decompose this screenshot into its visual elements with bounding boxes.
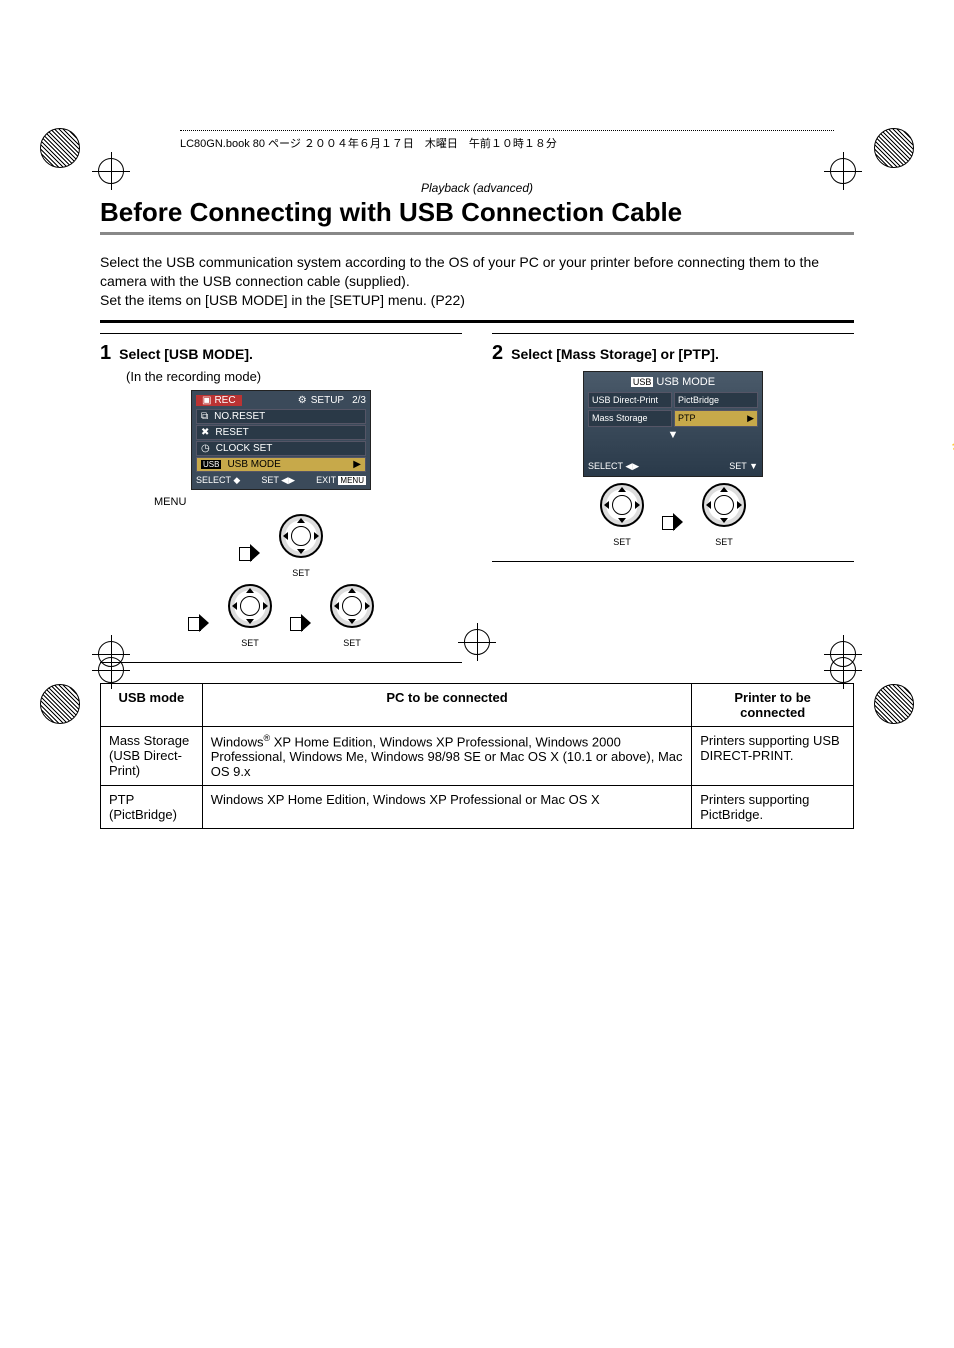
cell-text: XP Home Edition, Windows XP Professional…: [211, 734, 683, 779]
setup-tab-label: SETUP: [311, 395, 344, 406]
control-dial: ▦ ▦ WB± ⚡ SET: [228, 584, 272, 648]
table-cell: Mass Storage (USB Direct-Print): [101, 726, 203, 785]
select-hint: SELECT: [588, 461, 623, 471]
divider: [100, 333, 462, 334]
option-cell-selected: PTP ▶: [674, 410, 758, 427]
table-header: PC to be connected: [202, 683, 692, 726]
dial-label: SET: [600, 537, 644, 547]
menu-row: ◷ CLOCK SET: [196, 441, 366, 456]
step-number: 2: [492, 342, 503, 365]
step-title: Select [Mass Storage] or [PTP].: [511, 346, 719, 362]
title-underline: [100, 232, 854, 235]
clock-icon: ◷: [201, 443, 210, 454]
table-cell: Printers supporting PictBridge.: [692, 786, 854, 829]
page-indicator: 2/3: [352, 395, 366, 406]
menu-row-label: CLOCK SET: [216, 443, 273, 454]
control-dial: ▦ ▦ WB± ⚡ SET: [330, 584, 374, 648]
control-dial: ▦ ▦ WB± ⚡ SET: [279, 514, 323, 578]
menu-label: MENU: [154, 496, 462, 508]
table-row: Mass Storage (USB Direct-Print) Windows®…: [101, 726, 854, 785]
usb-icon: USB: [201, 460, 221, 469]
select-hint: SELECT: [196, 475, 231, 485]
dial-label: SET: [330, 638, 374, 648]
arrow-right-icon: [662, 513, 684, 531]
intro-paragraph: Set the items on [USB MODE] in the [SETU…: [100, 291, 854, 310]
print-header: LC80GN.book 80 ページ ２００４年６月１７日 木曜日 午前１０時１…: [180, 130, 834, 151]
menu-row-label: NO.RESET: [214, 411, 265, 422]
option-cell: Mass Storage: [588, 410, 672, 427]
step-title: Select [USB MODE].: [119, 346, 253, 362]
page-title: Before Connecting with USB Connection Ca…: [60, 197, 894, 228]
camera-icon: ▣: [202, 395, 211, 406]
cell-text: Windows: [211, 734, 264, 749]
cell-text: Mass Storage: [109, 733, 189, 748]
dial-label: SET: [228, 638, 272, 648]
table-cell: Printers supporting USB DIRECT-PRINT.: [692, 726, 854, 785]
menu-row-selected: USBUSB MODE▶: [196, 457, 366, 472]
exit-hint: EXIT: [316, 475, 336, 485]
set-hint: SET: [729, 461, 746, 471]
table-header: USB mode: [101, 683, 203, 726]
table-cell: PTP (PictBridge): [101, 786, 203, 829]
control-dial: ▦ ▦ WB± ⚡ SET: [702, 483, 746, 547]
camera-lcd-screenshot: ▣ REC ⚙ SETUP 2/3 ⧉ NO.RESET ✖ RESET ◷ CLOC…: [191, 390, 371, 490]
menu-row: ⧉ NO.RESET: [196, 409, 366, 424]
counter-icon: ⧉: [201, 411, 208, 422]
menu-row: ✖ RESET: [196, 425, 366, 440]
table-cell: Windows® XP Home Edition, Windows XP Pro…: [202, 726, 692, 785]
lcd-title-text: USB MODE: [656, 376, 715, 388]
arrow-right-icon: [239, 544, 261, 562]
divider: [100, 662, 462, 663]
rec-tab: ▣ REC: [196, 395, 242, 406]
option-cell: PictBridge: [674, 392, 758, 408]
down-arrow-icon: ▼: [588, 429, 758, 441]
menu-badge: MENU: [338, 476, 366, 485]
setup-icon: ⚙: [298, 395, 307, 406]
table-header: Printer to be connected: [692, 683, 854, 726]
table-row: PTP (PictBridge) Windows XP Home Edition…: [101, 786, 854, 829]
cell-text: (PictBridge): [109, 807, 177, 822]
step-number: 1: [100, 342, 111, 365]
menu-row-label: USB MODE: [227, 459, 280, 470]
divider: [492, 333, 854, 334]
cell-text: (USB Direct-Print): [109, 748, 182, 778]
option-cell: USB Direct-Print: [588, 392, 672, 408]
menu-row-label: RESET: [215, 427, 248, 438]
dial-label: SET: [702, 537, 746, 547]
section-category: Playback (advanced): [60, 181, 894, 195]
option-label: PTP: [678, 413, 696, 423]
table-cell: Windows XP Home Edition, Windows XP Prof…: [202, 786, 692, 829]
rec-tab-label: REC: [214, 395, 235, 406]
lcd-title: USBUSB MODE: [588, 376, 758, 388]
cell-text: PTP: [109, 792, 134, 807]
usb-badge: USB: [631, 377, 654, 387]
intro-paragraph: Select the USB communication system acco…: [100, 253, 854, 291]
usb-mode-table: USB mode PC to be connected Printer to b…: [100, 683, 854, 829]
control-dial: ▦ ▦ WB± ⚡ SET: [600, 483, 644, 547]
divider: [492, 561, 854, 562]
step-subtitle: (In the recording mode): [126, 369, 462, 384]
reset-icon: ✖: [201, 427, 209, 438]
dial-label: SET: [279, 568, 323, 578]
arrow-right-icon: [188, 614, 210, 632]
arrow-right-icon: [290, 614, 312, 632]
camera-lcd-screenshot: USBUSB MODE USB Direct-Print PictBridge …: [583, 371, 763, 477]
set-hint: SET: [261, 475, 278, 485]
